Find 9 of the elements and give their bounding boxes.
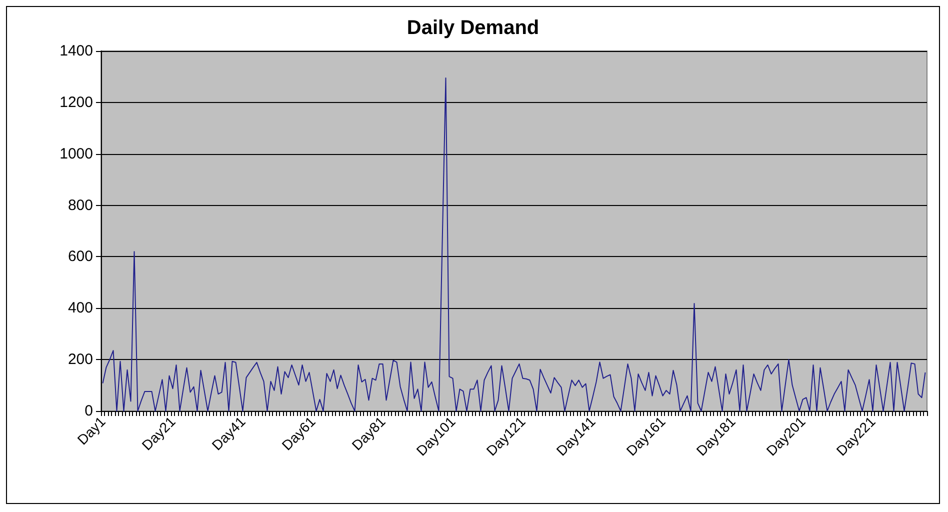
- y-tick-label: 1200: [60, 94, 93, 111]
- y-tick-label: 1400: [60, 42, 93, 60]
- y-tick-label: 800: [68, 196, 93, 214]
- y-tick-label: 0: [84, 402, 93, 420]
- y-tick-label: 1000: [60, 145, 93, 162]
- y-tick-label: 200: [68, 351, 93, 368]
- y-tick-label: 600: [68, 248, 93, 266]
- y-tick-label: 400: [68, 300, 93, 317]
- chart-title: Daily Demand: [406, 17, 540, 39]
